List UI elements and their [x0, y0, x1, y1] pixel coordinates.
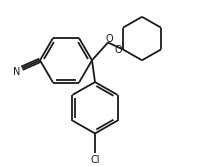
- Text: N: N: [13, 67, 21, 77]
- Text: Cl: Cl: [90, 155, 100, 165]
- Text: O: O: [114, 45, 122, 55]
- Text: O: O: [105, 34, 113, 43]
